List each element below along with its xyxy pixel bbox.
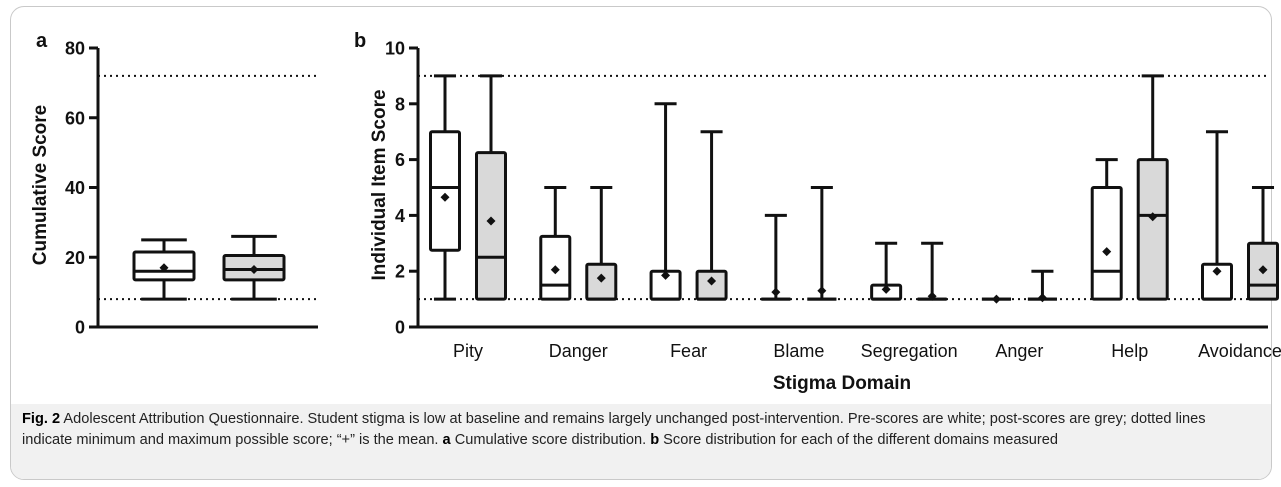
- panel-b-category-label: Blame: [773, 341, 824, 361]
- panel-b-category-label: Danger: [549, 341, 608, 361]
- panel-b-box: [807, 186, 837, 301]
- panel-b-y-axis-title: Individual Item Score: [369, 89, 390, 280]
- panel-b-y-tick-label: 4: [395, 206, 405, 226]
- panel-b-box: [429, 74, 461, 301]
- panel-b-box: [870, 241, 903, 301]
- panel-b-mean-marker: [881, 284, 891, 294]
- panel-b-iqr-box: [1090, 186, 1123, 301]
- panel-b-x-axis-title: Stigma Domain: [773, 373, 911, 394]
- panel-b-y-tick-label: 6: [395, 150, 405, 170]
- panel-a-mean-marker: [159, 263, 169, 273]
- panel-a-y-tick-label: 20: [65, 248, 85, 268]
- panel-b-mean-marker: [1102, 247, 1112, 257]
- panel-b-box: [539, 186, 572, 301]
- panel-b-mean-marker: [927, 291, 937, 301]
- panel-b-box: [1090, 158, 1123, 301]
- caption-text: Adolescent Attribution Questionnaire. St…: [22, 411, 1206, 448]
- panel-a-box: [222, 234, 286, 301]
- panel-b-y-tick-label: 0: [395, 318, 405, 338]
- panel-b-mean-marker: [991, 294, 1001, 304]
- panel-a-y-tick-label: 0: [75, 318, 85, 338]
- panel-b-mean-marker: [1212, 266, 1222, 276]
- panel-b-box: [649, 102, 682, 301]
- panel-b-box: [475, 74, 507, 301]
- caption-part-b-letter: b: [650, 432, 660, 448]
- panel-b-box: [917, 241, 947, 301]
- panel-b-box: [761, 213, 791, 301]
- panel-b-box: [1247, 186, 1279, 301]
- panel-b-mean-marker: [1258, 265, 1268, 275]
- panel-b-box: [1136, 74, 1169, 301]
- panel-a-letter: a: [36, 30, 48, 52]
- panel-b-mean-marker: [486, 216, 496, 226]
- panel-b-iqr-box: [1136, 158, 1169, 301]
- panel-b-mean-marker: [661, 270, 671, 280]
- panel-b-mean-marker: [596, 273, 606, 283]
- caption-figure-label: Fig. 2: [22, 411, 61, 427]
- panel-b-box: [695, 130, 728, 301]
- panel-b-mean-marker: [550, 265, 560, 275]
- panel-b-category-label: Help: [1111, 341, 1148, 361]
- panel-b-box: [981, 294, 1011, 304]
- panel-a-mean-marker: [249, 264, 259, 274]
- panel-b-mean-marker: [1037, 293, 1047, 303]
- panel-b-letter: b: [354, 30, 366, 52]
- panel-b-y-tick-label: 8: [395, 94, 405, 114]
- caption-part-b-text: Score distribution for each of the diffe…: [659, 432, 1058, 448]
- panel-a-y-tick-label: 80: [65, 39, 85, 59]
- panel-b-box: [1027, 269, 1057, 303]
- figure-caption: Fig. 2 Adolescent Attribution Questionna…: [22, 409, 1252, 451]
- panel-b-category-label: Fear: [670, 341, 707, 361]
- panel-b-category-label: Segregation: [861, 341, 958, 361]
- panel-a-box: [132, 238, 196, 301]
- panel-b-y-tick-label: 10: [385, 39, 405, 59]
- panel-a-y-tick-label: 60: [65, 108, 85, 128]
- panel-b-iqr-box: [429, 130, 461, 252]
- panel-b-box: [1201, 130, 1233, 301]
- caption-band: [11, 404, 1271, 479]
- caption-part-a-letter: a: [442, 432, 451, 448]
- panel-b-mean-marker: [1148, 212, 1158, 222]
- panel-b-mean-marker: [771, 287, 781, 297]
- figure-frame: [10, 6, 1272, 480]
- panel-b-mean-marker: [817, 286, 827, 296]
- panel-b-category-label: Pity: [453, 341, 483, 361]
- panel-b: b Individual Item Score Stigma Domain Pi…: [354, 30, 1281, 394]
- panel-b-category-label: Anger: [995, 341, 1043, 361]
- panel-a: a Cumulative Score 0 20 40 60 80: [30, 30, 318, 338]
- panel-b-mean-marker: [440, 192, 450, 202]
- panel-b-mean-marker: [707, 276, 717, 286]
- panel-a-y-tick-label: 40: [65, 178, 85, 198]
- panel-b-box: [585, 186, 618, 301]
- caption-part-a-text: Cumulative score distribution.: [450, 432, 651, 448]
- panel-b-y-tick-label: 2: [395, 262, 405, 282]
- panel-b-category-label: Avoidance: [1198, 341, 1281, 361]
- panel-b-iqr-box: [475, 151, 507, 301]
- panel-a-y-axis-title: Cumulative Score: [30, 105, 51, 266]
